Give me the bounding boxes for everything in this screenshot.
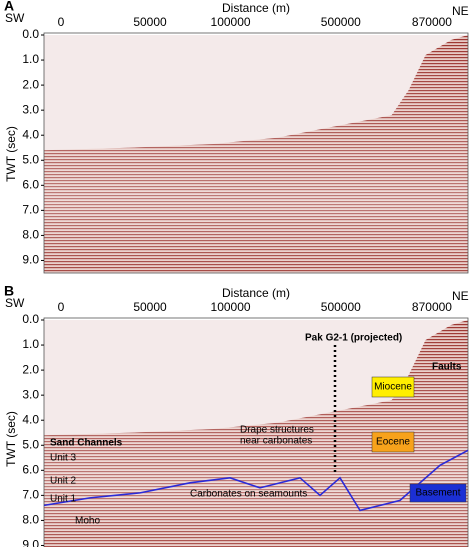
right-label: NE bbox=[452, 4, 469, 18]
y-tick-label: 9.0 bbox=[22, 253, 39, 267]
annotation: Drape structures bbox=[240, 425, 314, 436]
annotation: Unit 1 bbox=[50, 494, 77, 505]
seismic-shading bbox=[44, 320, 468, 552]
y-tick-label: 4.0 bbox=[22, 412, 39, 426]
y-tick-label: 4.0 bbox=[22, 127, 39, 141]
annotation: Faults bbox=[432, 362, 462, 373]
basement-horizon bbox=[43, 449, 469, 512]
y-tick-label: 5.0 bbox=[22, 437, 39, 451]
y-tick-label: 9.0 bbox=[22, 538, 39, 547]
y-tick-label: 8.0 bbox=[22, 228, 39, 242]
left-label: SW bbox=[5, 296, 25, 310]
annotation: Unit 3 bbox=[50, 453, 77, 464]
y-tick-label: 7.0 bbox=[22, 488, 39, 502]
annotation: Eocene bbox=[376, 437, 410, 448]
unit-box bbox=[371, 376, 415, 398]
y-tick-label: 2.0 bbox=[22, 362, 39, 376]
x-axis-title: Distance (m) bbox=[222, 1, 290, 15]
y-axis-title: TWT (sec) bbox=[4, 411, 18, 467]
x-tick-label: 500000 bbox=[321, 15, 361, 29]
annotation: Carbonates on seamounts bbox=[190, 489, 307, 500]
annotation: Moho bbox=[75, 516, 100, 527]
x-tick-label: 100000 bbox=[211, 300, 251, 314]
y-tick-label: 6.0 bbox=[22, 462, 39, 476]
panel-letter: B bbox=[4, 283, 14, 299]
y-tick-label: 7.0 bbox=[22, 203, 39, 217]
seismic-shading bbox=[44, 35, 468, 273]
x-tick-label: 500000 bbox=[321, 300, 361, 314]
unit-box bbox=[409, 483, 467, 503]
y-tick-label: 8.0 bbox=[22, 513, 39, 527]
x-tick-label: 50000 bbox=[133, 300, 167, 314]
y-axis-title: TWT (sec) bbox=[4, 126, 18, 182]
y-tick-label: 0.0 bbox=[22, 312, 39, 326]
y-tick-label: 5.0 bbox=[22, 152, 39, 166]
y-tick-label: 3.0 bbox=[22, 102, 39, 116]
left-label: SW bbox=[5, 11, 25, 25]
x-tick-label: 870000 bbox=[412, 15, 452, 29]
annotation: Basement bbox=[415, 488, 460, 499]
y-tick-label: 0.0 bbox=[22, 27, 39, 41]
x-tick-label: 0 bbox=[58, 15, 65, 29]
plot-frame bbox=[43, 317, 469, 552]
x-tick-label: 50000 bbox=[133, 15, 167, 29]
y-tick-label: 3.0 bbox=[22, 387, 39, 401]
annotation: Sand Channels bbox=[50, 438, 123, 449]
y-tick-label: 1.0 bbox=[22, 52, 39, 66]
y-tick-label: 2.0 bbox=[22, 77, 39, 91]
plot-frame bbox=[43, 32, 469, 274]
annotation: near carbonates bbox=[240, 436, 312, 447]
annotation: Pak G2-1 (projected) bbox=[305, 333, 402, 344]
annotation: Unit 2 bbox=[50, 476, 77, 487]
x-tick-label: 100000 bbox=[211, 15, 251, 29]
annotation: Miocene bbox=[374, 382, 412, 393]
y-tick-label: 1.0 bbox=[22, 337, 39, 351]
x-axis-title: Distance (m) bbox=[222, 286, 290, 300]
x-tick-label: 0 bbox=[58, 300, 65, 314]
right-label: NE bbox=[452, 289, 469, 303]
unit-box bbox=[371, 431, 415, 453]
x-tick-label: 870000 bbox=[412, 300, 452, 314]
y-tick-label: 6.0 bbox=[22, 177, 39, 191]
panel-letter: A bbox=[4, 0, 14, 14]
